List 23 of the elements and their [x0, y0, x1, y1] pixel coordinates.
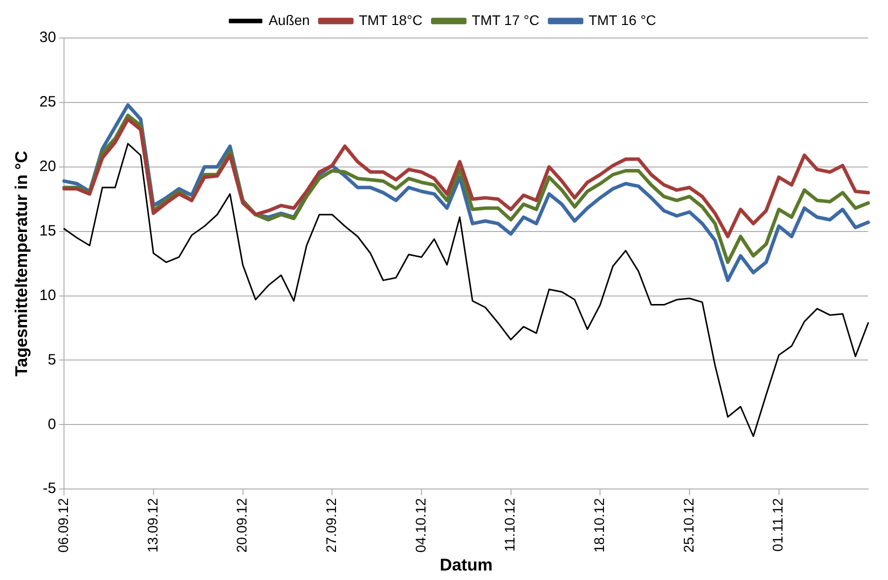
y-tick-label: 15 [39, 222, 56, 240]
legend-label: TMT 17 °C [472, 12, 540, 28]
legend-label: TMT 16 °C [588, 12, 656, 28]
y-tick-label: 25 [39, 94, 56, 111]
x-tick-label: 25.10.12 [680, 498, 696, 553]
y-tick-label: 0 [48, 416, 56, 433]
x-tick-label: 18.10.12 [591, 498, 608, 553]
x-tick-label: 13.09.12 [144, 498, 160, 553]
y-tick-label: 30 [39, 29, 56, 46]
legend-label: TMT 18°C [358, 12, 423, 28]
y-tick-label: -5 [42, 480, 56, 498]
x-axis-title: Datum [440, 555, 493, 574]
x-tick-label: 11.10.12 [502, 498, 518, 552]
y-tick-label: 20 [39, 158, 56, 176]
x-tick-label: 20.09.12 [234, 498, 250, 553]
x-tick-label: 04.10.12 [412, 498, 428, 553]
legend-label: Außen [268, 12, 310, 28]
x-tick-label: 27.09.12 [322, 498, 339, 553]
x-tick-label: 06.09.12 [54, 498, 71, 553]
y-axis-title: Tagesmitteltemperatur in °C [12, 150, 31, 376]
x-tick-label: 01.11.12 [770, 498, 786, 552]
y-tick-label: 10 [39, 286, 56, 304]
y-tick-label: 5 [48, 351, 56, 368]
